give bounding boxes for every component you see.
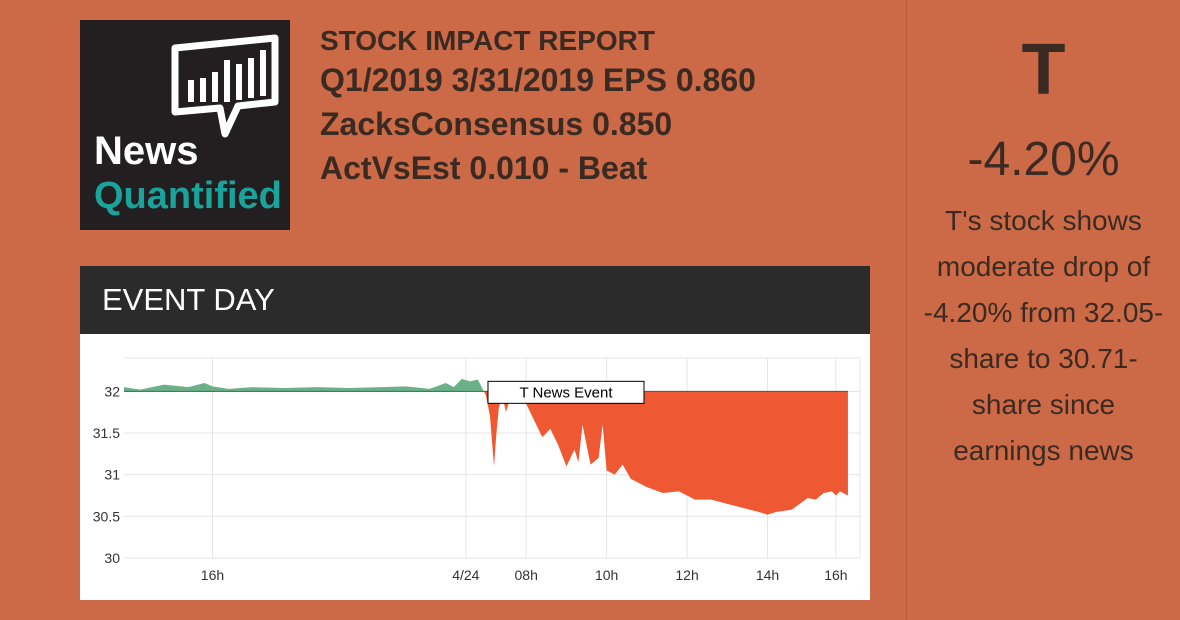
change-percent: -4.20% — [967, 133, 1120, 186]
x-tick-label: 14h — [756, 567, 779, 583]
news-event-annotation-label: T News Event — [519, 384, 613, 401]
news-event-annotation-box — [487, 380, 645, 404]
y-tick-label: 32 — [104, 383, 120, 399]
ticker-symbol: T — [1021, 30, 1066, 110]
x-tick-label: 10h — [595, 567, 618, 583]
logo-word-news: News — [94, 129, 199, 173]
x-tick-label: 16h — [201, 567, 224, 583]
price-chart: 32 31.5 31 30.5 30 16h 4/24 08h 10h 12h 14h 16h T Ne… — [80, 334, 870, 600]
summary-panel: T -4.20% T's stock shows moderate drop o… — [907, 0, 1180, 474]
summary-description: T's stock shows moderate drop of -4.20% … — [923, 205, 1164, 466]
y-tick-label: 31.5 — [93, 425, 120, 441]
x-tick-label: 08h — [515, 567, 538, 583]
y-tick-label: 30 — [104, 550, 120, 566]
up-area — [124, 378, 484, 392]
actual-vs-estimate-line: ActVsEst 0.010 - Beat — [320, 150, 648, 186]
event-day-bar: EVENT DAY — [80, 266, 870, 334]
y-tick-label: 31 — [104, 467, 120, 483]
x-tick-label: 16h — [824, 567, 847, 583]
news-quantified-logo: News Quantified — [80, 20, 290, 230]
x-tick-label: 4/24 — [452, 567, 479, 583]
chat-bubble-bars-icon: News Quantified — [94, 34, 282, 217]
eps-line: Q1/2019 3/31/2019 EPS 0.860 — [320, 62, 756, 98]
event-day-title: EVENT DAY — [102, 282, 275, 317]
x-tick-label: 12h — [675, 567, 698, 583]
report-header: STOCK IMPACT REPORT Q1/2019 3/31/2019 EP… — [320, 24, 756, 190]
y-tick-label: 30.5 — [93, 508, 120, 524]
side-divider — [906, 0, 907, 620]
consensus-line: ZacksConsensus 0.850 — [320, 106, 673, 142]
report-title: STOCK IMPACT REPORT — [320, 25, 655, 56]
logo-word-quantified: Quantified — [94, 175, 282, 217]
price-chart-svg: 32 31.5 31 30.5 30 16h 4/24 08h 10h 12h 14h 16h T Ne… — [93, 357, 861, 583]
down-area — [483, 391, 848, 515]
